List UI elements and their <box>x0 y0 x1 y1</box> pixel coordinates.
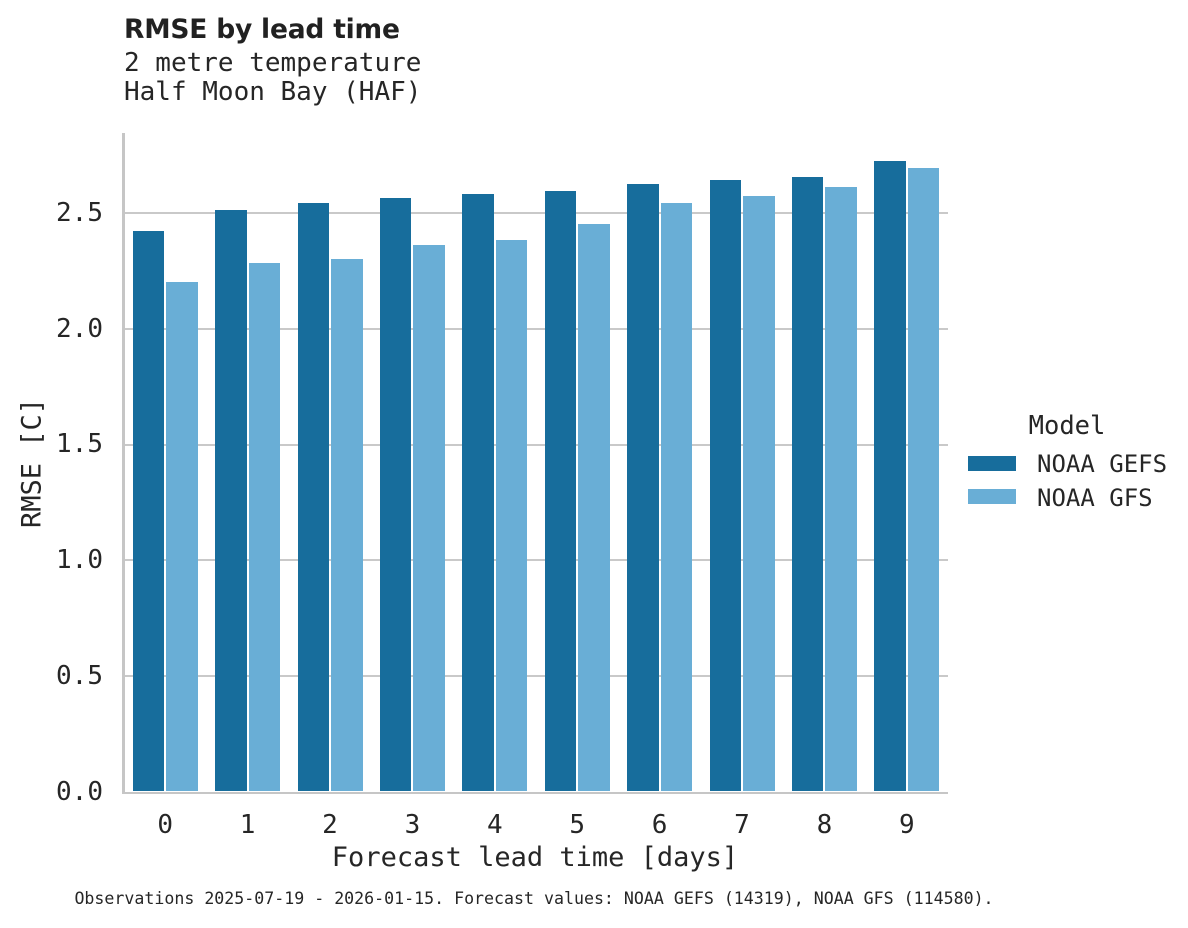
legend-label-noaa-gefs: NOAA GEFS <box>1037 450 1168 478</box>
chart-subtitle-station: Half Moon Bay (HAF) <box>124 76 422 107</box>
y-tick-label-1.5: 1.5 <box>56 429 103 460</box>
x-axis-title: Forecast lead time [days] <box>331 841 739 873</box>
x-tick-label-4: 4 <box>486 809 503 840</box>
gridline-y-1.5 <box>124 443 948 446</box>
y-tick-label-2.5: 2.5 <box>56 197 103 228</box>
legend-swatch-noaa-gfs <box>967 489 1016 504</box>
legend-title: Model <box>1028 411 1106 441</box>
y-axis-title: RMSE [C] <box>16 397 47 528</box>
x-tick-label-0: 0 <box>157 809 174 840</box>
x-tick-label-5: 5 <box>569 809 586 840</box>
bar-noaa-gfs-day-6 <box>660 202 693 792</box>
chart-title: RMSE by lead time <box>124 14 400 45</box>
y-tick-label-1.0: 1.0 <box>56 545 103 576</box>
bar-noaa-gfs-day-9 <box>907 168 940 792</box>
bar-noaa-gefs-day-1 <box>215 209 247 792</box>
x-tick-label-2: 2 <box>322 809 338 840</box>
bar-noaa-gefs-day-5 <box>544 191 577 792</box>
gridline-y-1.0 <box>124 559 948 562</box>
y-axis-line <box>122 133 125 792</box>
y-tick-label-2.0: 2.0 <box>56 313 103 344</box>
bar-noaa-gefs-day-3 <box>379 198 412 792</box>
bar-noaa-gefs-day-6 <box>627 184 659 792</box>
bar-noaa-gefs-day-4 <box>462 193 494 792</box>
bar-noaa-gfs-day-5 <box>578 223 610 792</box>
bar-noaa-gefs-day-7 <box>709 179 741 792</box>
chart-subtitle-variable: 2 metre temperature <box>124 48 422 78</box>
x-tick-label-6: 6 <box>651 809 668 840</box>
legend-swatch-noaa-gefs <box>967 455 1016 471</box>
gridline-y-2.5 <box>124 211 948 214</box>
bar-noaa-gfs-day-7 <box>743 196 775 792</box>
caption: Observations 2025-07-19 - 2026-01-15. Fo… <box>74 889 994 908</box>
x-tick-label-7: 7 <box>734 809 750 840</box>
x-tick-label-1: 1 <box>239 809 256 840</box>
bar-noaa-gefs-day-2 <box>297 202 329 792</box>
bar-noaa-gfs-day-1 <box>248 263 281 792</box>
bar-noaa-gefs-day-0 <box>132 230 165 792</box>
x-tick-label-3: 3 <box>404 809 421 840</box>
bar-noaa-gfs-day-4 <box>495 240 528 792</box>
bar-noaa-gfs-day-0 <box>166 281 198 792</box>
x-tick-label-9: 9 <box>898 809 915 840</box>
bar-noaa-gfs-day-2 <box>331 258 363 792</box>
bar-noaa-gfs-day-8 <box>825 186 857 792</box>
x-axis-line <box>122 791 948 794</box>
bar-noaa-gfs-day-3 <box>413 244 445 792</box>
bar-noaa-gefs-day-8 <box>791 177 824 792</box>
x-tick-label-8: 8 <box>816 809 833 840</box>
y-tick-label-0.5: 0.5 <box>56 661 103 692</box>
gridline-y-2.0 <box>124 327 948 330</box>
gridline-y-0.5 <box>124 675 948 678</box>
legend-label-noaa-gfs: NOAA GFS <box>1037 483 1153 512</box>
y-tick-label-0.0: 0.0 <box>56 777 103 807</box>
bar-noaa-gefs-day-9 <box>874 161 906 792</box>
